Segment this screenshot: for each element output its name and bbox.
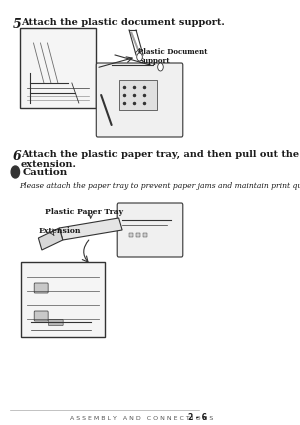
Text: 2 - 6: 2 - 6 xyxy=(188,414,207,422)
Text: Attach the plastic document support.: Attach the plastic document support. xyxy=(21,18,225,27)
Text: i: i xyxy=(14,169,16,175)
Bar xyxy=(21,262,105,337)
Text: 2: 2 xyxy=(159,65,162,70)
FancyBboxPatch shape xyxy=(117,203,183,257)
Circle shape xyxy=(137,53,142,61)
FancyBboxPatch shape xyxy=(34,283,48,293)
Circle shape xyxy=(11,166,20,178)
Text: Extension: Extension xyxy=(38,227,81,235)
Text: 1: 1 xyxy=(138,54,141,60)
Text: 5: 5 xyxy=(13,18,21,31)
Text: Attach the plastic paper tray, and then pull out the extension.: Attach the plastic paper tray, and then … xyxy=(21,150,299,170)
Text: Plastic Paper Tray: Plastic Paper Tray xyxy=(45,208,123,216)
Text: 6: 6 xyxy=(13,150,21,163)
Text: Please attach the paper tray to prevent paper jams and maintain print quality.: Please attach the paper tray to prevent … xyxy=(20,182,300,190)
Polygon shape xyxy=(38,228,63,250)
Polygon shape xyxy=(59,218,122,240)
FancyBboxPatch shape xyxy=(49,320,63,326)
Bar xyxy=(118,80,157,110)
Circle shape xyxy=(158,63,163,71)
Bar xyxy=(129,233,133,237)
FancyBboxPatch shape xyxy=(34,311,48,321)
FancyBboxPatch shape xyxy=(96,63,183,137)
Bar xyxy=(136,233,140,237)
Bar xyxy=(143,233,147,237)
Text: Caution: Caution xyxy=(22,168,68,177)
Text: Plastic Document
Support: Plastic Document Support xyxy=(138,48,208,65)
Text: A S S E M B L Y   A N D   C O N N E C T I O N S: A S S E M B L Y A N D C O N N E C T I O … xyxy=(70,416,213,420)
Bar xyxy=(20,28,96,108)
